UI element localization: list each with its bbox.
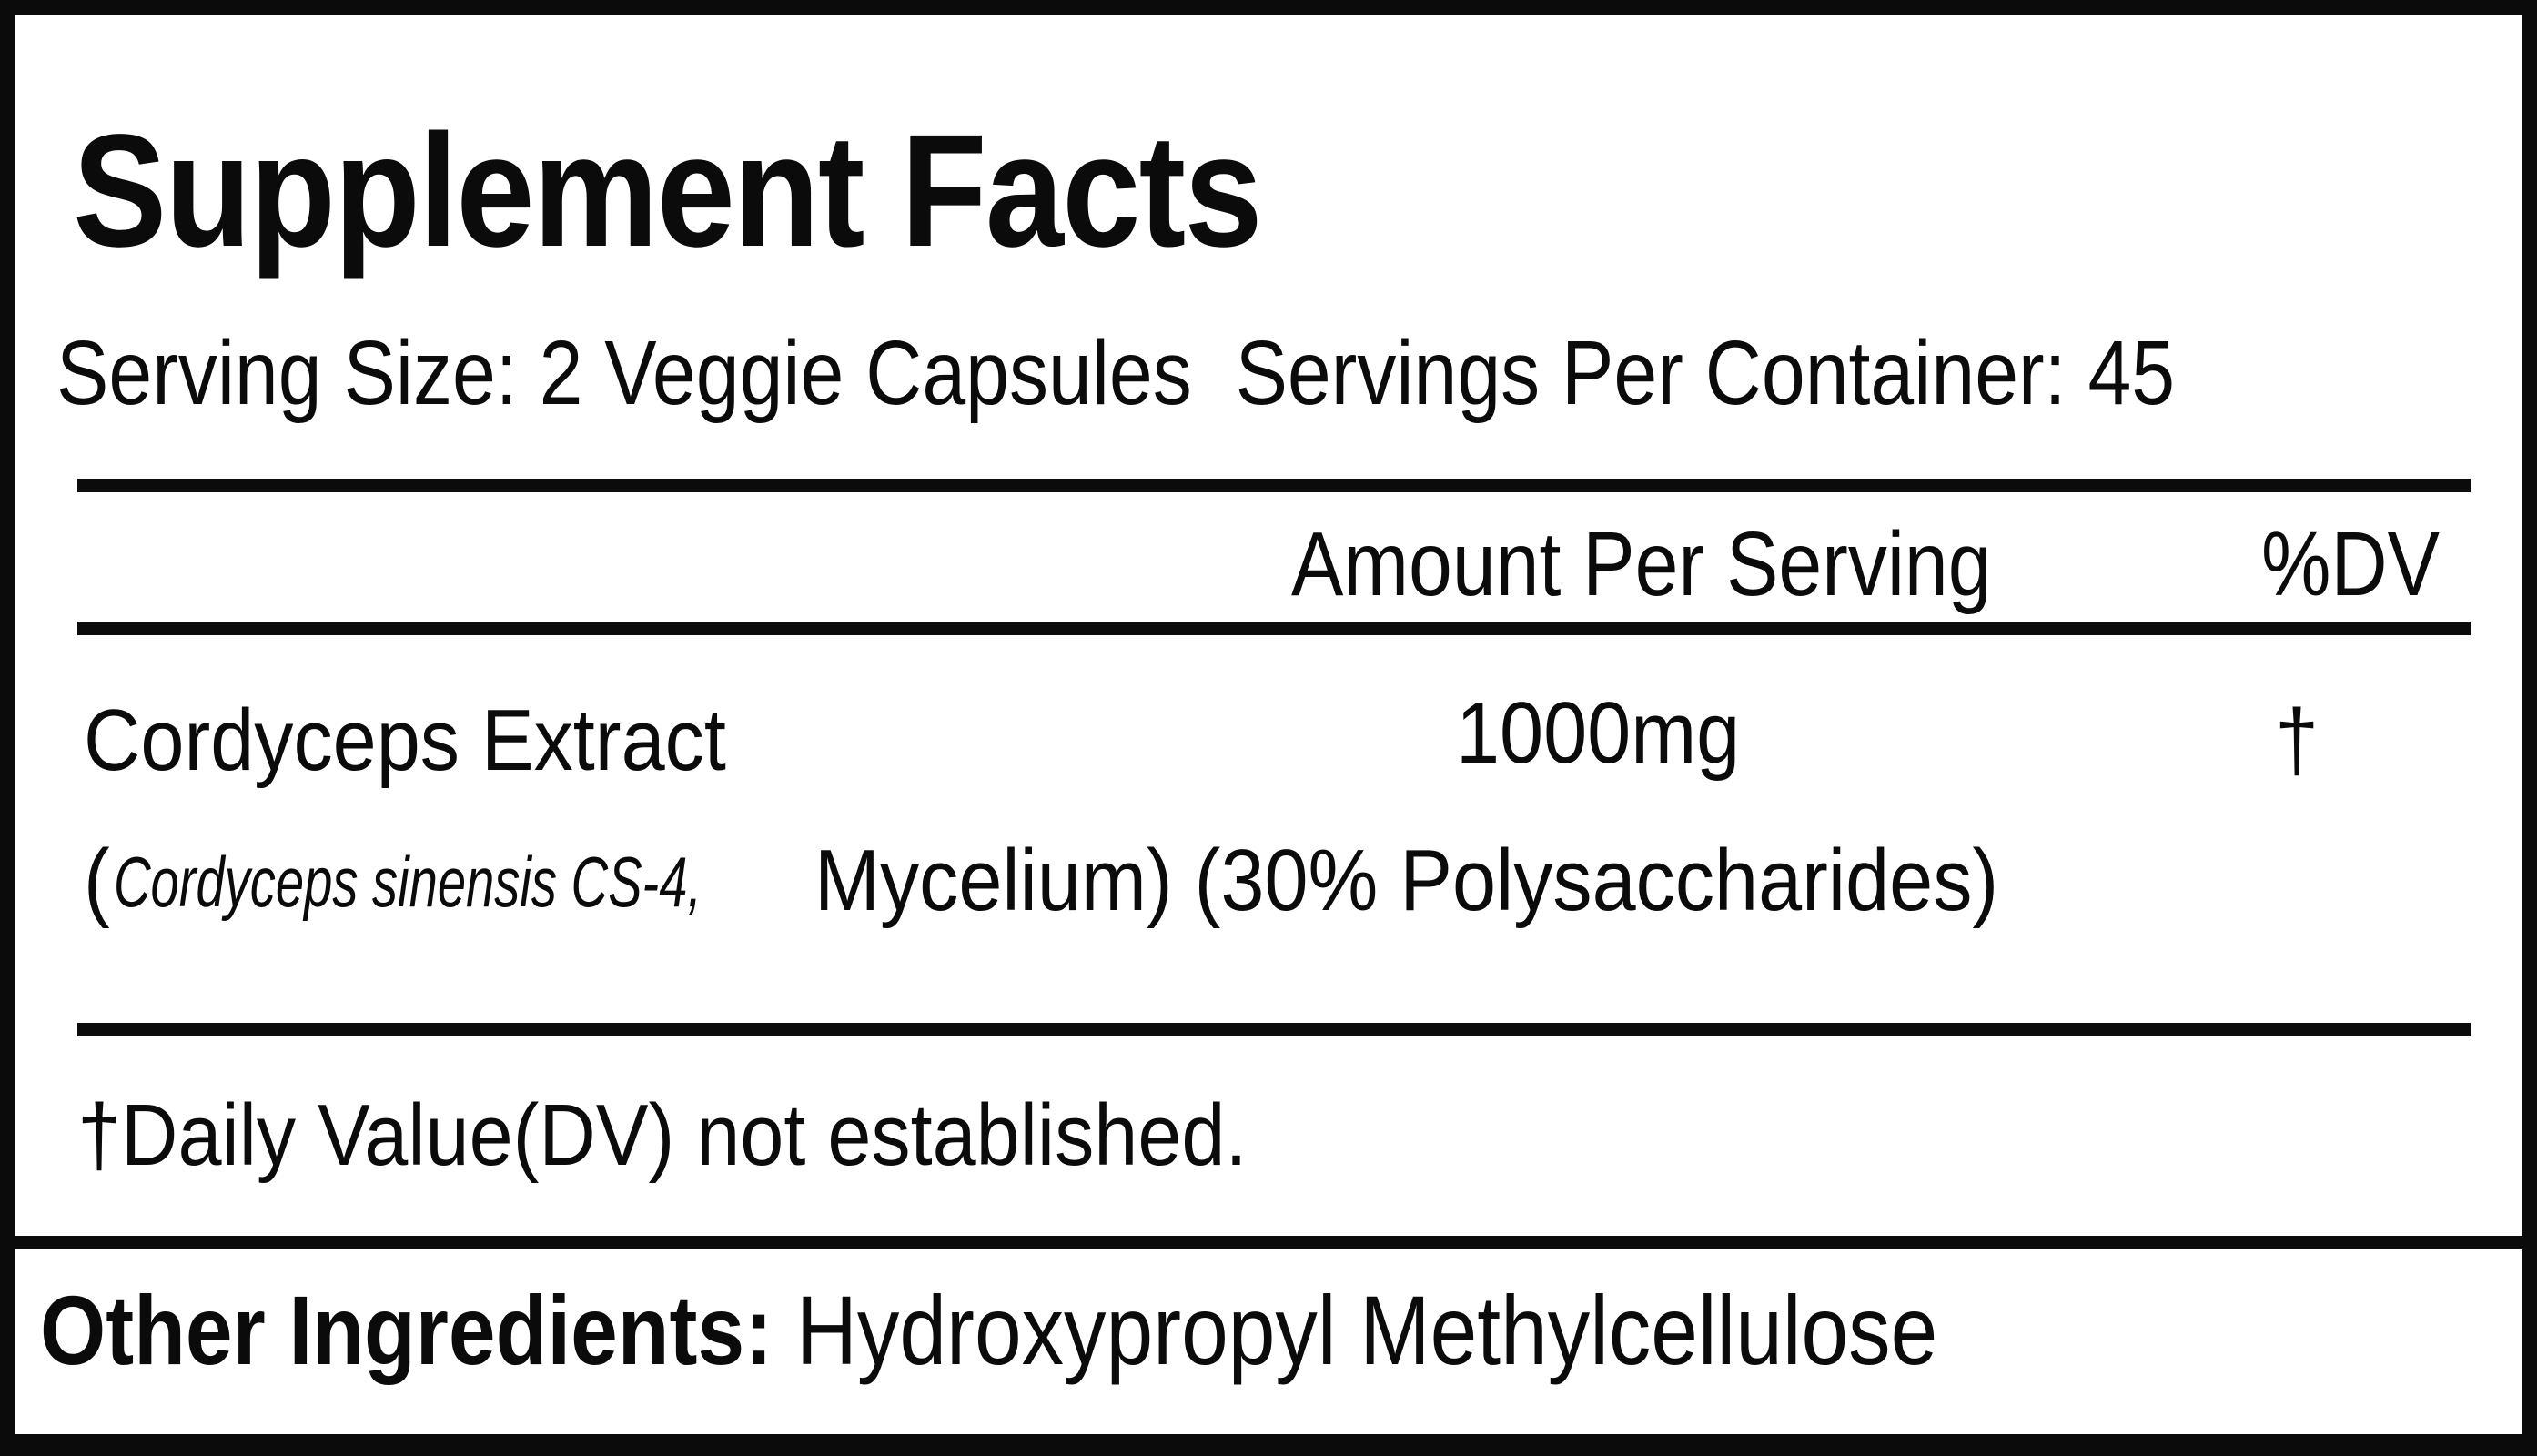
ingredient-detail-open: (: [84, 832, 110, 929]
footnote: †Daily Value(DV) not established.: [77, 1087, 1248, 1184]
ingredient-name: Cordyceps Extract: [84, 692, 726, 789]
spacer: [1192, 322, 1236, 424]
serving-info: Serving Size: 2 Veggie Capsules Servings…: [56, 328, 2175, 419]
amount-header: Amount Per Serving: [1291, 513, 1992, 615]
ingredient-detail: Mycelium) (30% Polysaccharides): [814, 832, 1999, 929]
divider: [77, 622, 2471, 635]
other-ingredients-label: Other Ingredients:: [40, 1275, 773, 1385]
section-divider: [0, 1236, 2537, 1249]
other-ingredients: Other Ingredients: Hydroxypropyl Methylc…: [40, 1281, 1937, 1380]
page-title: Supplement Facts: [73, 102, 1263, 280]
servings-per-container: Servings Per Container: 45: [1235, 322, 2176, 424]
ingredient-species: Cordyceps sinensis CS-4,: [114, 842, 702, 922]
divider: [77, 1023, 2471, 1036]
ingredient-dv: †: [2275, 692, 2320, 789]
other-ingredients-value: Hydroxypropyl Methylcellulose: [795, 1275, 1938, 1385]
dv-header: %DV: [2261, 513, 2440, 615]
serving-size: Serving Size: 2 Veggie Capsules: [56, 322, 1192, 424]
divider: [77, 479, 2471, 492]
ingredient-amount: 1000mg: [1456, 684, 1741, 782]
